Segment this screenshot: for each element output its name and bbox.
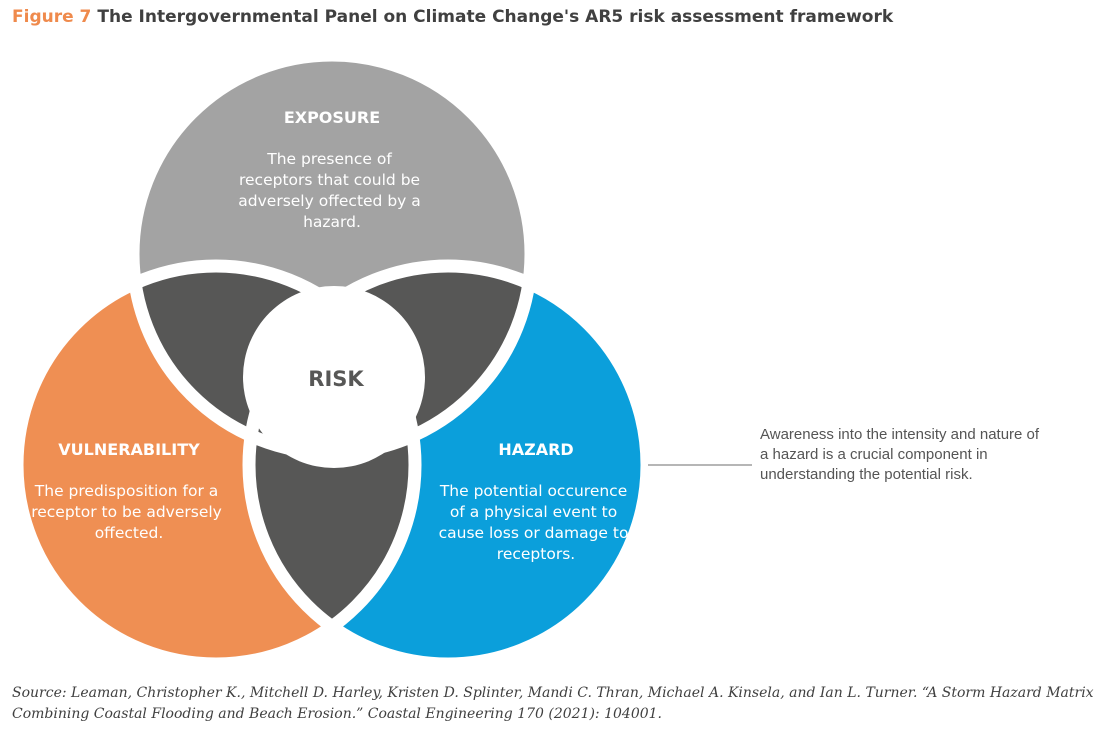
vulnerability-outline: [10, 259, 422, 671]
vulnerability-line: The predisposition for a: [34, 482, 218, 500]
risk-center: [243, 286, 425, 468]
vulnerability-description: The predisposition for a receptor to be …: [31, 482, 227, 542]
exposure-line: The presence of: [266, 150, 392, 168]
hazard-description: The potential occurence of a physical ev…: [439, 482, 634, 563]
hazard-callout-text: Awareness into the intensity and nature …: [760, 426, 1040, 483]
figure-title: Figure 7 The Intergovernmental Panel on C…: [12, 7, 893, 27]
vulnerability-line: offected.: [95, 524, 164, 542]
exposure-description: The presence of receptors that could be …: [238, 150, 425, 231]
figure-number: Figure 7: [12, 7, 92, 27]
vulnerability-line: receptor to be adversely: [31, 503, 222, 521]
vulnerability-heading: VULNERABILITY: [58, 440, 200, 459]
exposure-line: adversely offected by a: [238, 192, 420, 210]
exposure-heading: EXPOSURE: [284, 108, 380, 127]
hazard-line: cause loss or damage to: [439, 524, 629, 542]
figure-title-text: The Intergovernmental Panel on Climate C…: [97, 7, 894, 27]
hazard-line: of a physical event to: [450, 503, 617, 521]
hazard-line: receptors.: [497, 545, 575, 563]
hazard-outline: [242, 259, 654, 671]
risk-label: RISK: [308, 367, 364, 391]
hazard-line: The potential occurence: [439, 482, 627, 500]
exposure-line: receptors that could be: [239, 171, 420, 189]
source-citation: Source: Leaman, Christopher K., Mitchell…: [12, 685, 1094, 722]
hazard-heading: HAZARD: [498, 440, 573, 459]
exposure-line: hazard.: [303, 213, 361, 231]
